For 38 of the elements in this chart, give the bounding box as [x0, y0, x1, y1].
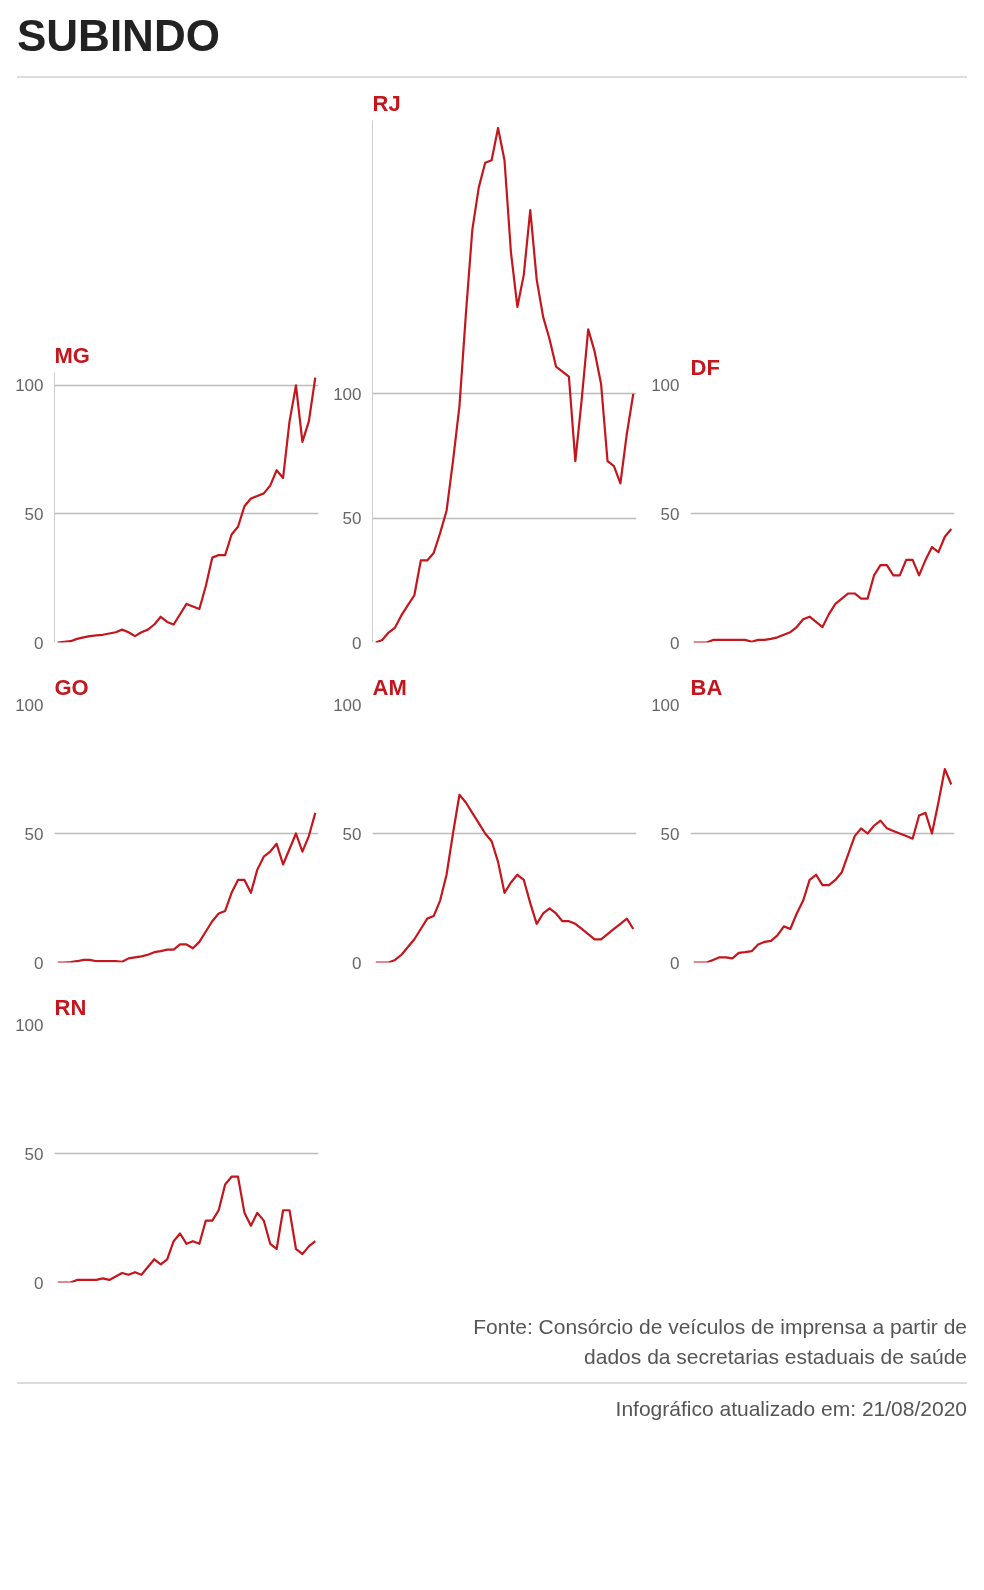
y-tick-label: 0 [34, 633, 44, 653]
y-tick-label: 100 [15, 1015, 44, 1035]
line-series [692, 767, 953, 963]
y-tick-label: 0 [670, 953, 680, 973]
y-tick-label: 50 [24, 1144, 44, 1164]
chart-title: RJ [372, 90, 401, 116]
y-tick-label: 0 [352, 633, 362, 653]
chart-title: BA [690, 674, 723, 700]
line-series [692, 527, 953, 643]
y-tick-label: 100 [651, 695, 680, 715]
y-tick-label: 50 [660, 824, 680, 844]
y-tick-label: 0 [34, 953, 44, 973]
chart-title: RN [54, 994, 87, 1020]
y-tick-label: 100 [333, 695, 362, 715]
y-tick-label: 100 [651, 375, 680, 395]
line-series [56, 376, 317, 643]
source-note: Fonte: Consórcio de veículos de imprensa a partir de dados da secretarias estaduais de saúde [472, 1313, 967, 1370]
y-tick-label: 100 [333, 384, 362, 404]
y-tick-label: 50 [342, 824, 362, 844]
y-tick-label: 0 [352, 953, 362, 973]
chart-title: GO [54, 674, 89, 700]
line-series [374, 793, 635, 963]
line-series [56, 1175, 317, 1283]
y-tick-label: 50 [660, 504, 680, 524]
y-tick-label: 0 [670, 633, 680, 653]
text: Infográfico atualizado em: 21/08/2020 [615, 1395, 967, 1422]
y-tick-label: 50 [342, 509, 362, 529]
chart-title: DF [690, 354, 720, 380]
y-tick-label: 100 [15, 695, 44, 715]
chart-title: AM [372, 674, 407, 700]
line-series [374, 126, 635, 643]
y-tick-label: 100 [15, 376, 44, 396]
line-series [56, 811, 317, 963]
y-tick-label: 50 [24, 824, 44, 844]
text: SUBINDO [17, 10, 220, 62]
y-tick-label: 0 [34, 1273, 44, 1293]
chart-title: MG [54, 342, 90, 368]
y-tick-label: 50 [24, 504, 44, 524]
